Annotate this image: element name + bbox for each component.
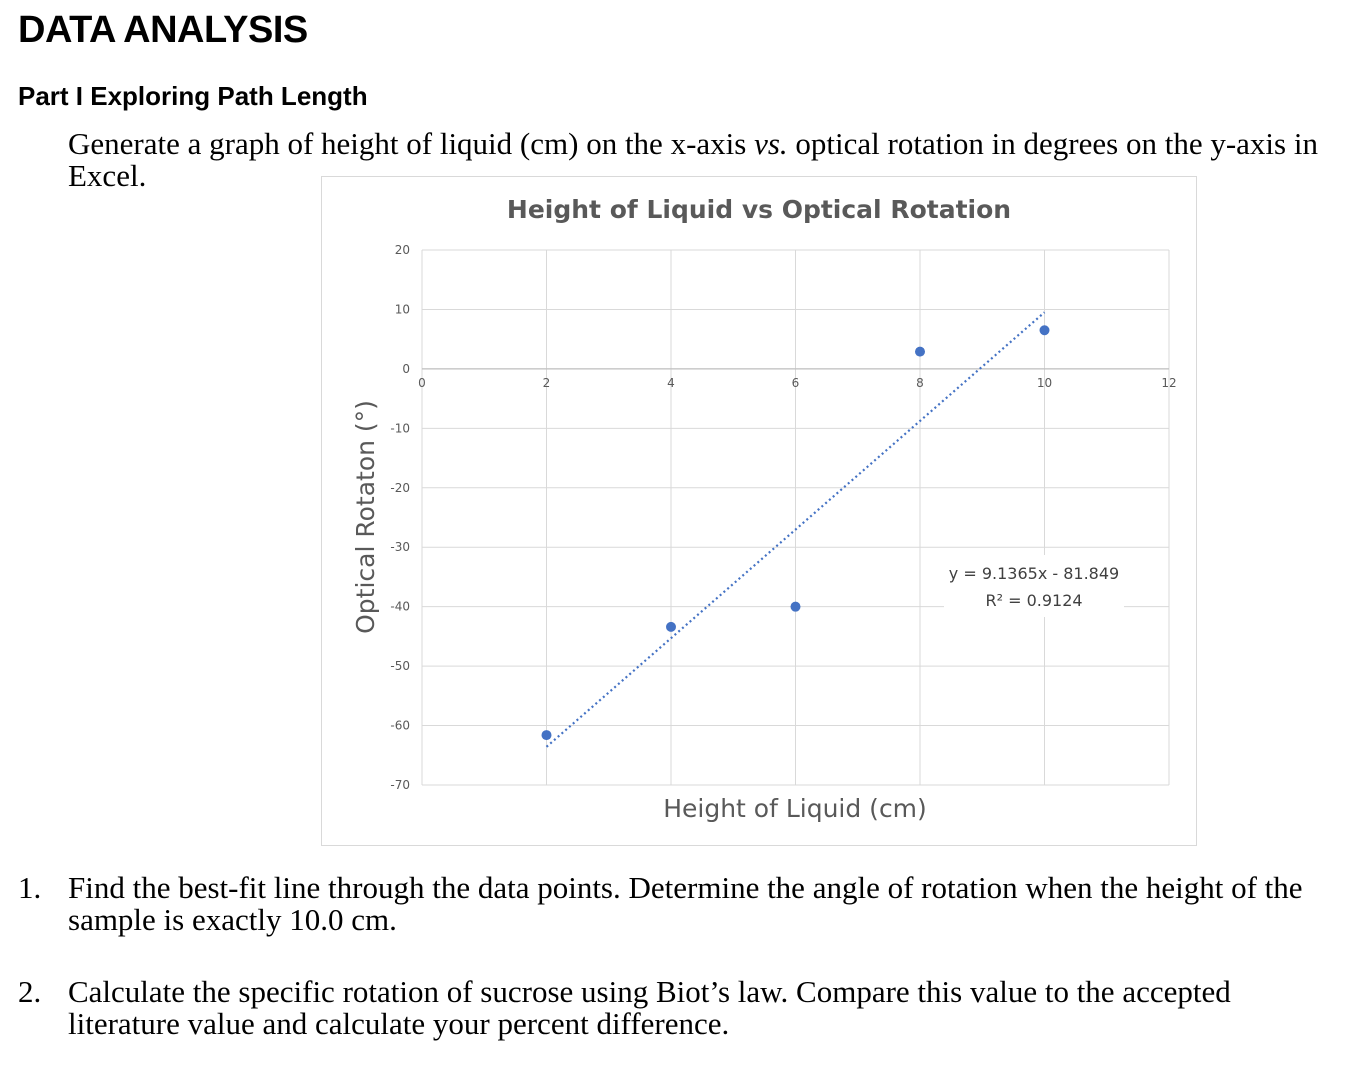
- question-item: 2. Calculate the specific rotation of suc…: [18, 976, 1338, 1040]
- intro-text-2: optical rotation in degrees on the y-axi…: [68, 126, 1318, 193]
- data-point: [915, 346, 925, 357]
- chart-title: Height of Liquid vs Optical Rotation: [507, 195, 1011, 224]
- page-heading: DATA ANALYSIS: [18, 9, 308, 51]
- trendline-label-background: [944, 555, 1124, 617]
- y-tick-label: 0: [402, 362, 410, 376]
- y-tick-label: -30: [390, 540, 410, 554]
- section-heading: Part I Exploring Path Length: [18, 81, 368, 111]
- trendline: [545, 311, 1046, 748]
- intro-vs: vs.: [754, 126, 788, 161]
- scatter-chart: 20 10 0 -10 -20 -30 -40 -50 -60 -70 0 2 4 6 8 10 12 y = …: [351, 195, 1177, 823]
- chart-trendline: [545, 311, 1046, 748]
- question-text: Find the best-fit line through the data …: [68, 870, 1303, 937]
- data-point: [666, 621, 676, 632]
- chart-labels: y = 9.1365x - 81.849 R² = 0.9124 Height of…: [351, 195, 1124, 823]
- x-tick-label: 0: [418, 376, 426, 390]
- chart-points: [541, 325, 1050, 741]
- y-tick-label: -60: [390, 719, 410, 733]
- x-tick-label: 12: [1161, 376, 1176, 390]
- x-tick-label: 2: [543, 376, 551, 390]
- trendline-equation: y = 9.1365x - 81.849: [949, 564, 1119, 583]
- chart-tick-labels: 20 10 0 -10 -20 -30 -40 -50 -60 -70 0 2 4 6 8 10 12: [390, 243, 1176, 792]
- question-text: Calculate the specific rotation of sucro…: [68, 974, 1231, 1041]
- intro-text-1: Generate a graph of height of liquid (cm…: [68, 126, 755, 161]
- data-point: [1039, 325, 1050, 336]
- x-axis-label: Height of Liquid (cm): [663, 794, 927, 823]
- trendline-r-squared: R² = 0.9124: [985, 591, 1082, 610]
- y-tick-label: -20: [390, 481, 410, 495]
- data-point: [790, 601, 801, 612]
- y-tick-label: -70: [390, 778, 410, 792]
- chart-gridlines: [421, 249, 1170, 786]
- x-tick-label: 4: [667, 376, 675, 390]
- x-tick-label: 8: [916, 376, 924, 390]
- y-tick-label: -50: [390, 659, 410, 673]
- y-tick-label: -10: [390, 421, 410, 435]
- y-tick-label: -40: [390, 600, 410, 614]
- question-number: 1.: [18, 870, 42, 905]
- question-item: 1. Find the best-fit line through the dat…: [18, 872, 1338, 936]
- x-tick-label: 10: [1037, 376, 1052, 390]
- y-axis-label: Optical Rotaton (°): [351, 400, 380, 634]
- data-point: [541, 730, 552, 741]
- x-tick-label: 6: [792, 376, 800, 390]
- question-list: 1. Find the best-fit line through the dat…: [18, 872, 1338, 1080]
- question-number: 2.: [18, 974, 42, 1009]
- chart-container: 20 10 0 -10 -20 -30 -40 -50 -60 -70 0 2 4 6 8 10 12 y = …: [321, 176, 1197, 846]
- intro-paragraph: Generate a graph of height of liquid (cm…: [68, 128, 1328, 192]
- y-tick-label: 10: [395, 302, 410, 316]
- y-tick-label: 20: [395, 243, 410, 257]
